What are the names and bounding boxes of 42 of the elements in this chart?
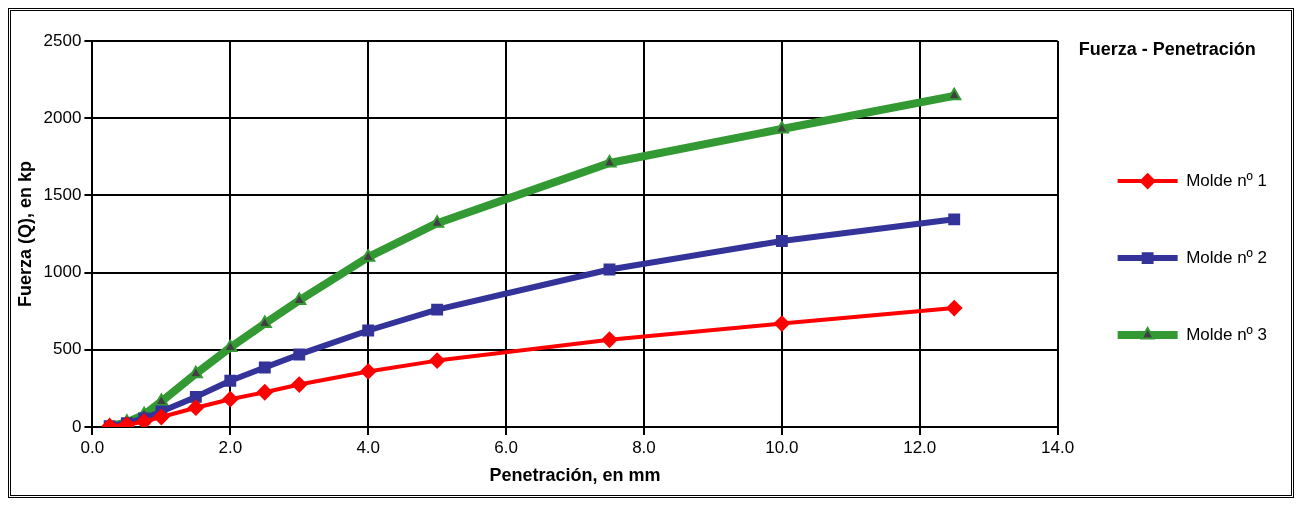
- x-tick-label: 0.0: [80, 437, 105, 457]
- x-tick-label: 6.0: [494, 437, 518, 457]
- point: [153, 408, 170, 425]
- point: [946, 300, 963, 317]
- point: [154, 393, 169, 407]
- legend-label: Molde nº 2: [1186, 247, 1268, 267]
- x-axis-title: Penetración, en mm: [489, 465, 661, 486]
- x-tick-label: 12.0: [903, 437, 937, 457]
- point: [291, 376, 308, 393]
- y-tick-label: 0: [71, 416, 82, 436]
- y-tick-label: 2000: [43, 107, 82, 127]
- x-tick-label: 4.0: [356, 437, 381, 457]
- point: [224, 374, 237, 387]
- legend-label: Molde nº 3: [1186, 324, 1268, 344]
- point: [773, 315, 790, 332]
- point: [362, 324, 375, 337]
- point: [187, 399, 204, 416]
- point: [361, 249, 376, 262]
- y-axis-title: Fuerza (Q), en kp: [14, 160, 35, 308]
- point: [601, 331, 618, 348]
- point: [431, 303, 444, 316]
- point: [429, 352, 446, 369]
- y-tick-label: 1000: [43, 262, 82, 282]
- y-tick-label: 1500: [43, 185, 82, 205]
- point: [948, 213, 961, 226]
- y-tick-label: 500: [53, 339, 82, 359]
- point: [947, 87, 962, 101]
- point: [223, 339, 238, 352]
- x-tick-label: 10.0: [765, 437, 799, 457]
- legend-title: Fuerza - Penetración: [1078, 38, 1256, 59]
- y-tick-label: 2500: [43, 30, 82, 50]
- point: [293, 348, 306, 361]
- point: [256, 384, 273, 401]
- x-tick-label: 2.0: [218, 437, 243, 457]
- x-tick-label: 8.0: [632, 437, 656, 457]
- x-tick-label: 14.0: [1041, 437, 1075, 457]
- legend-label: Molde nº 1: [1186, 170, 1268, 190]
- point: [189, 390, 202, 403]
- point: [222, 391, 239, 408]
- point: [360, 363, 377, 380]
- point: [258, 361, 271, 374]
- point: [775, 235, 788, 247]
